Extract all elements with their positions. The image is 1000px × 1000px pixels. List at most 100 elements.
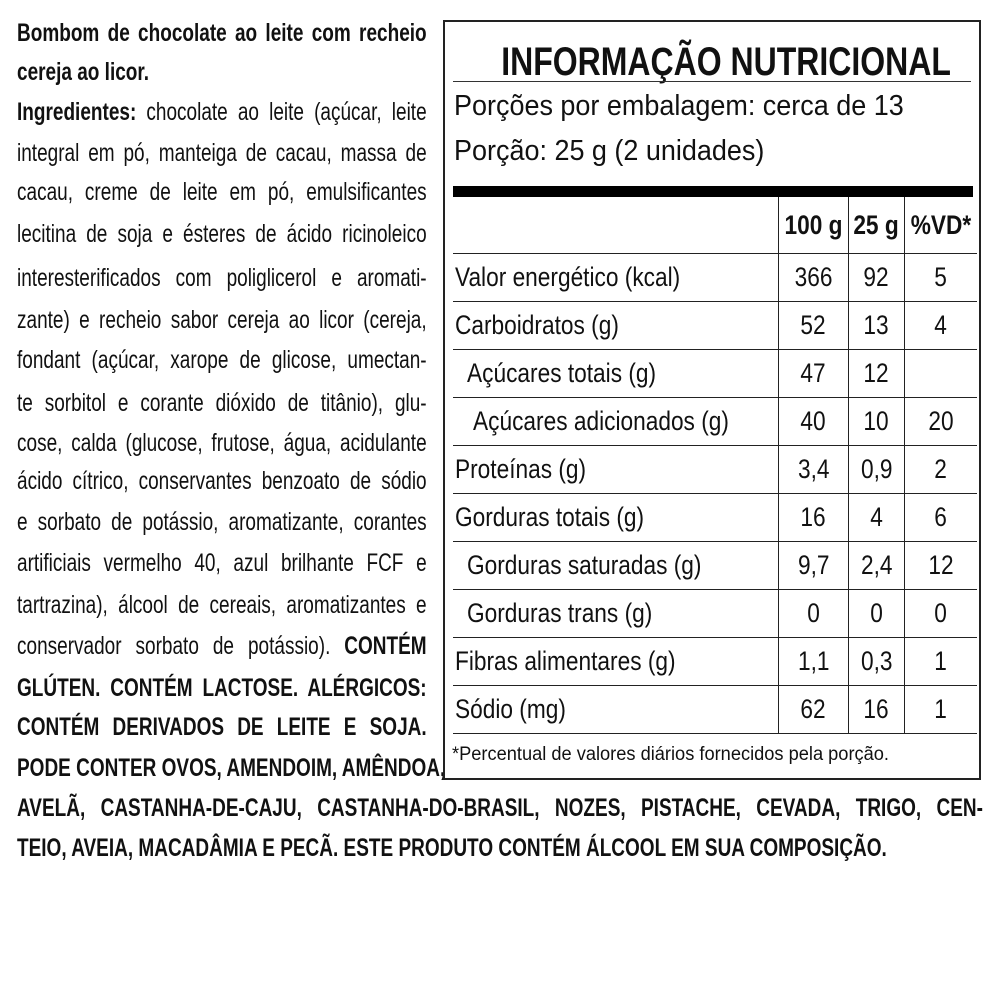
ingredients-segment: interesterificados com poliglicerol e ar…: [17, 264, 427, 292]
value-per-serving: 10: [848, 397, 905, 446]
table-row: Açúcares adicionados (g) 40 10 20: [453, 397, 977, 446]
table-row: Açúcares totais (g) 47 12: [453, 349, 977, 398]
value-per-100g: 3,4: [777, 445, 850, 494]
ingredients-segment: lecitina de soja e ésteres de ácido rici…: [17, 220, 427, 248]
ingredients-segment: cose, calda (glucose, frutose, água, aci…: [17, 429, 427, 457]
ingredients-segment: integral em pó, manteiga de cacau, massa…: [17, 139, 427, 167]
ingredients-line: Bombom de chocolate ao leite com recheio: [17, 13, 427, 53]
servings-per-package-text: Porções por embalagem: cerca de 13: [454, 90, 904, 122]
ingredients-segment: fondant (açúcar, xarope de glicose, umec…: [17, 346, 427, 374]
daily-value-percent-text: 2: [934, 454, 948, 484]
ingredients-segment: ácido cítrico, conservantes benzoato de …: [17, 467, 427, 495]
serving-size-text: Porção: 25 g (2 unidades): [454, 135, 765, 167]
table-row: Fibras alimentares (g) 1,1 0,3 1: [453, 637, 977, 686]
table-row: Gorduras trans (g) 0 0 0: [453, 589, 977, 638]
ingredients-line: integral em pó, manteiga de cacau, massa…: [17, 133, 427, 173]
nutrient-label-text: Valor energético (kcal): [455, 262, 681, 292]
column-header-label: [453, 197, 779, 254]
nutrient-label: Fibras alimentares (g): [453, 637, 779, 686]
nutrient-label-text: Sódio (mg): [455, 694, 566, 724]
daily-value-percent-text: 5: [934, 262, 948, 292]
column-header-100g: 100 g: [777, 197, 850, 254]
ingredients-line: te sorbitol e corante dióxido de titânio…: [17, 383, 427, 423]
ingredients-segment: zante) e recheio sabor cereja ao licor (…: [17, 306, 427, 334]
ingredients-line: artificiais vermelho 40, azul brilhante …: [17, 543, 427, 583]
daily-value-percent: 20: [903, 397, 977, 446]
ingredients-line: ácido cítrico, conservantes benzoato de …: [17, 461, 427, 501]
nutrient-label: Gorduras trans (g): [453, 589, 779, 638]
ingredients-line: PODE CONTER OVOS, AMENDOIM, AMÊNDOA,: [17, 748, 445, 788]
daily-value-percent: 1: [903, 637, 977, 686]
value-per-serving-text: 10: [863, 406, 890, 436]
nutrition-title-text: INFORMAÇÃO NUTRICIONAL: [501, 40, 951, 84]
daily-value-percent-text: 0: [934, 598, 948, 628]
column-header-vd-text: %VD*: [910, 209, 972, 240]
ingredients-line: lecitina de soja e ésteres de ácido rici…: [17, 214, 427, 254]
ingredients-line: TEIO, AVEIA, MACADÂMIA E PECÃ. ESTE PROD…: [17, 828, 983, 868]
nutrient-label: Proteínas (g): [453, 445, 779, 494]
value-per-serving-text: 13: [863, 310, 890, 340]
ingredients-line: GLÚTEN. CONTÉM LACTOSE. ALÉRGICOS:: [17, 668, 427, 708]
daily-value-percent-text: 1: [934, 694, 948, 724]
value-per-100g: 9,7: [777, 541, 850, 590]
nutrient-label-text: Gorduras saturadas (g): [467, 550, 702, 580]
ingredients-segment: chocolate ao leite (açúcar, leite: [146, 98, 427, 126]
column-header-vd: %VD*: [903, 197, 977, 254]
daily-value-percent-text: 12: [928, 550, 954, 580]
ingredients-line: tartrazina), álcool de cereais, aromatiz…: [17, 585, 427, 625]
thick-divider: [453, 186, 973, 197]
footnote: *Percentual de valores diários fornecido…: [452, 744, 907, 766]
ingredients-line: cereja ao licor.: [17, 52, 427, 92]
table-row: Carboidratos (g) 52 13 4: [453, 301, 977, 350]
daily-value-percent: 5: [903, 253, 977, 302]
value-per-100g-text: 1,1: [797, 646, 830, 676]
daily-value-percent-text: 4: [934, 310, 948, 340]
value-per-100g-text: 3,4: [797, 454, 830, 484]
value-per-100g-text: 62: [800, 694, 826, 724]
serving-size: Porção: 25 g (2 unidades): [454, 135, 788, 168]
ingredients-segment: Ingredientes:: [17, 98, 147, 126]
daily-value-percent-text: 6: [934, 502, 948, 532]
nutrient-label-text: Fibras alimentares (g): [455, 646, 676, 676]
nutrient-label: Açúcares totais (g): [453, 349, 779, 398]
nutrient-label: Gorduras saturadas (g): [453, 541, 779, 590]
daily-value-percent: [903, 349, 977, 398]
nutrient-label-text: Açúcares totais (g): [467, 358, 657, 388]
ingredients-segment: CONTÉM: [344, 632, 427, 660]
value-per-100g-text: 52: [800, 310, 826, 340]
ingredients-segment: CONTÉM DERIVADOS DE LEITE E SOJA.: [17, 713, 427, 741]
value-per-100g-text: 47: [800, 358, 826, 388]
value-per-100g: 62: [777, 685, 850, 734]
ingredients-segment: te sorbitol e corante dióxido de titânio…: [17, 389, 427, 417]
value-per-serving: 92: [848, 253, 905, 302]
value-per-serving-text: 92: [863, 262, 890, 292]
value-per-100g-text: 40: [800, 406, 826, 436]
ingredients-segment: e sorbato de potássio, aromatizante, cor…: [17, 508, 427, 536]
nutrient-label-text: Gorduras totais (g): [455, 502, 645, 532]
table-row: Sódio (mg) 62 16 1: [453, 685, 977, 734]
column-header-25g-text: 25 g: [853, 209, 900, 240]
nutrient-label: Açúcares adicionados (g): [453, 397, 779, 446]
ingredients-line: cose, calda (glucose, frutose, água, aci…: [17, 423, 427, 463]
ingredients-line: fondant (açúcar, xarope de glicose, umec…: [17, 340, 427, 380]
value-per-serving: 13: [848, 301, 905, 350]
value-per-serving: 2,4: [848, 541, 905, 590]
title-divider: [453, 81, 971, 82]
nutrient-label: Sódio (mg): [453, 685, 779, 734]
value-per-100g: 1,1: [777, 637, 850, 686]
table-row: Gorduras totais (g) 16 4 6: [453, 493, 977, 542]
value-per-serving-text: 0: [870, 598, 883, 628]
column-header-100g-text: 100 g: [784, 209, 843, 240]
ingredients-line: conservador sorbato de potássio). CONTÉM: [17, 626, 427, 666]
ingredients-segment: tartrazina), álcool de cereais, aromatiz…: [17, 591, 427, 619]
daily-value-percent: 4: [903, 301, 977, 350]
table-header-row: 100 g 25 g %VD*: [453, 197, 977, 254]
value-per-serving-text: 16: [863, 694, 890, 724]
ingredients-line: cacau, creme de leite em pó, emulsifican…: [17, 172, 427, 212]
ingredients-segment: GLÚTEN. CONTÉM LACTOSE. ALÉRGICOS:: [17, 674, 427, 702]
value-per-serving: 16: [848, 685, 905, 734]
nutrient-label-text: Proteínas (g): [455, 454, 587, 484]
column-header-25g: 25 g: [848, 197, 905, 254]
ingredients-segment: TEIO, AVEIA, MACADÂMIA E PECÃ. ESTE PROD…: [17, 834, 887, 862]
nutrient-label: Gorduras totais (g): [453, 493, 779, 542]
